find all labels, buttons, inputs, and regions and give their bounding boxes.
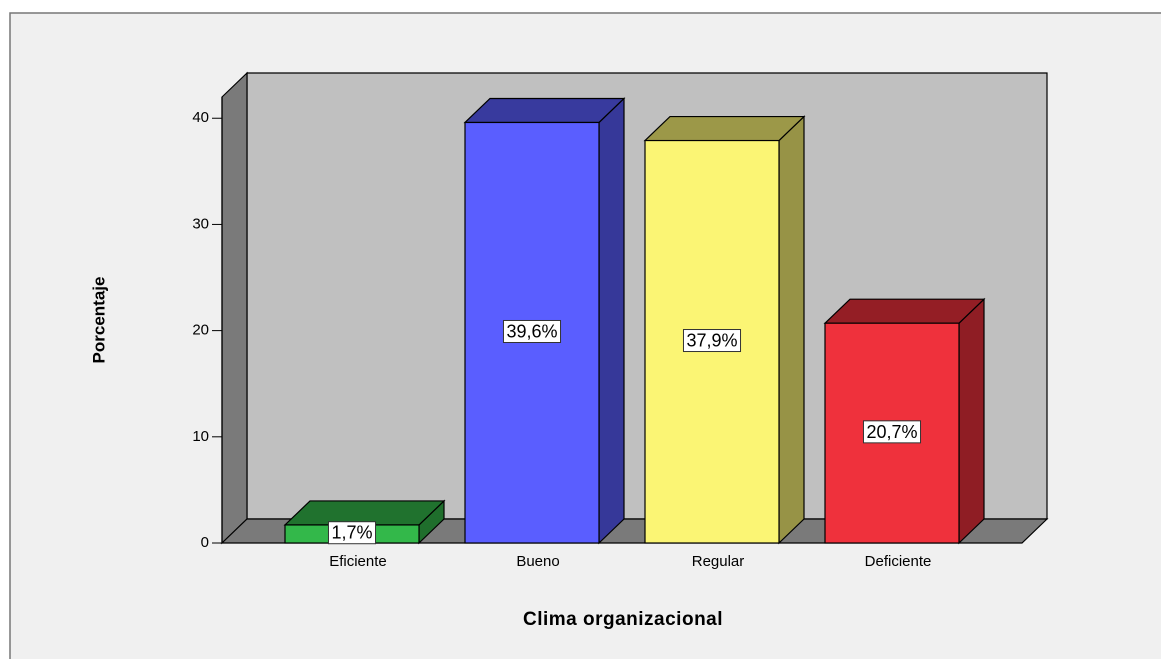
bar-top <box>643 115 806 142</box>
value-label-box <box>862 420 922 444</box>
bar-top <box>463 97 626 124</box>
value-label: 39,6% <box>506 321 557 341</box>
y-tick-label: 30 <box>192 215 209 232</box>
bar-side <box>778 115 805 545</box>
side-wall <box>221 71 248 545</box>
bar-side <box>598 97 625 545</box>
bar-top <box>823 298 986 324</box>
bar-side <box>958 297 985 545</box>
y-axis-label: Porcentaje <box>89 277 108 364</box>
value-label: 1,7% <box>331 523 372 543</box>
y-tick-label: 10 <box>192 428 209 445</box>
x-tick-label: Regular <box>692 553 745 570</box>
value-label-box <box>327 521 377 545</box>
x-axis-label: Clima organizacional <box>523 609 723 630</box>
y-tick-label: 0 <box>201 534 209 551</box>
x-tick-label: Eficiente <box>329 553 387 570</box>
x-tick-label: Deficiente <box>865 553 932 570</box>
value-label-box <box>502 319 562 343</box>
value-label: 20,7% <box>866 422 917 442</box>
value-label-box <box>682 329 742 353</box>
x-tick-label: Bueno <box>516 553 559 570</box>
y-tick-label: 40 <box>192 109 209 126</box>
value-label: 37,9% <box>686 331 737 351</box>
y-tick-label: 20 <box>192 322 209 339</box>
